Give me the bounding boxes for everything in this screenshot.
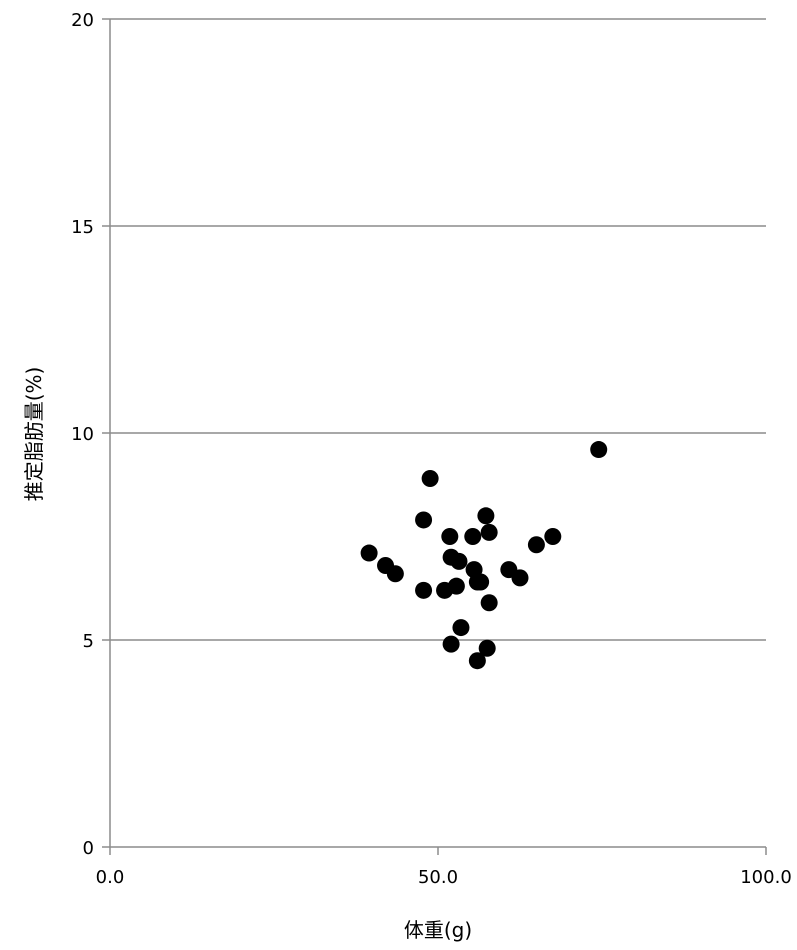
data-point: [468, 652, 486, 670]
data-point: [477, 507, 495, 525]
data-point: [480, 594, 498, 612]
data-point: [464, 528, 482, 545]
data-point: [447, 577, 465, 595]
y-tick-label: 20: [71, 10, 94, 31]
data-point: [415, 511, 433, 529]
data-point: [421, 470, 439, 488]
data-point: [472, 573, 490, 591]
y-tick-label: 10: [71, 424, 94, 445]
data-point: [480, 523, 498, 541]
data-point: [527, 536, 545, 554]
data-point: [386, 565, 404, 583]
y-tick-label: 0: [83, 838, 94, 859]
data-point: [511, 569, 529, 587]
axes: [102, 18, 767, 855]
y-tick-label: 5: [83, 631, 94, 652]
data-point: [360, 544, 378, 562]
gridlines: [110, 18, 766, 641]
x-tick-label: 50.0: [418, 867, 458, 888]
x-tick-label: 0.0: [96, 867, 125, 888]
y-tick-label: 15: [71, 217, 94, 238]
data-point: [544, 528, 562, 545]
x-axis-title: 体重(g): [404, 918, 472, 942]
tick-labels: 0 5 10 15 20 0.0 50.0 100.0: [71, 10, 792, 888]
data-point: [590, 441, 608, 459]
x-tick-label: 100.0: [740, 867, 792, 888]
data-points: [360, 441, 608, 670]
data-point: [452, 619, 470, 637]
data-point: [450, 552, 468, 570]
data-point: [415, 581, 433, 599]
data-point: [441, 528, 459, 545]
data-point: [478, 639, 496, 657]
data-point: [442, 635, 460, 653]
y-axis-title: 推定脂肪量(%): [22, 367, 46, 502]
